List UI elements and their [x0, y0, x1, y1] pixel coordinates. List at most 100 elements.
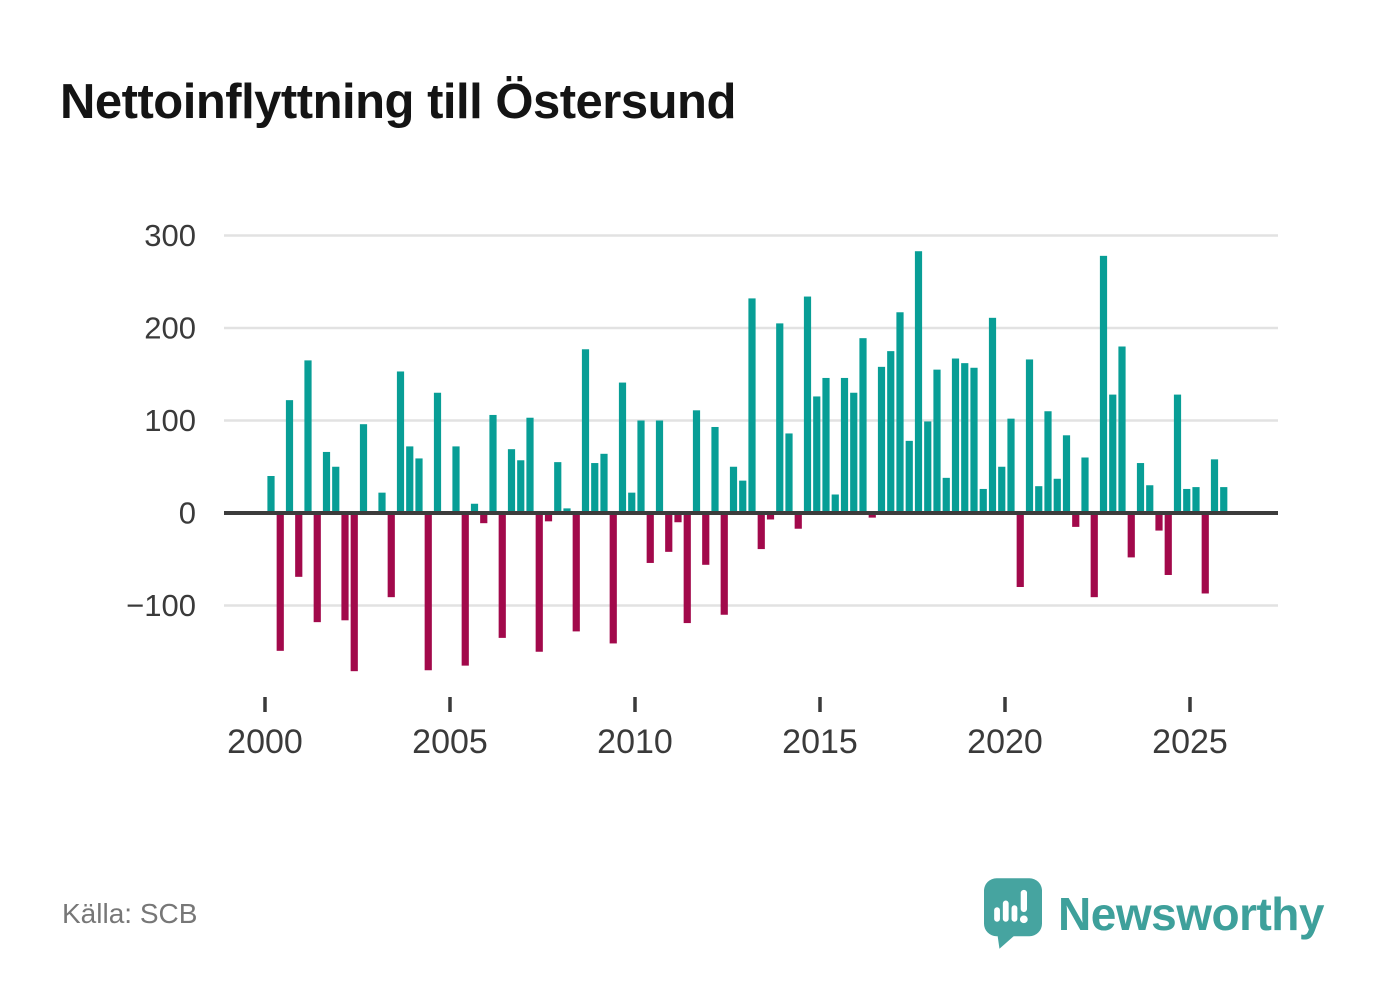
bar-2017Q1 [896, 312, 904, 513]
newsworthy-logo-text: Newsworthy [1058, 888, 1324, 940]
bar-2008Q1 [563, 508, 571, 514]
bar-2006Q4 [517, 460, 525, 513]
bar-2001Q3 [322, 451, 331, 513]
bar-2016Q4 [887, 351, 895, 514]
bar-2014Q1 [785, 433, 793, 513]
bar-2000Q3 [285, 400, 294, 513]
bar-2021Q3 [1062, 435, 1071, 513]
bar-2010Q4 [665, 513, 673, 552]
bar-2022Q2 [1090, 513, 1098, 598]
bar-2022Q3 [1099, 255, 1108, 513]
y-axis-label: 300 [144, 218, 196, 253]
bar-2017Q3 [914, 251, 923, 513]
bar-2006Q3 [507, 449, 516, 514]
bar-2017Q2 [905, 440, 913, 513]
bar-2023Q3 [1136, 463, 1145, 513]
bar-2022Q4 [1109, 394, 1117, 513]
bar-2015Q3 [840, 377, 849, 513]
bar-2013Q3 [766, 513, 775, 520]
bar-2013Q2 [757, 513, 765, 550]
bar-2019Q3 [988, 317, 997, 513]
bar-2009Q1 [600, 453, 608, 513]
y-axis-label: −100 [126, 588, 196, 623]
bar-2008Q3 [581, 349, 590, 513]
bar-2010Q3 [655, 420, 664, 513]
bar-2005Q4 [480, 513, 488, 524]
bar-2025Q4 [1220, 487, 1228, 513]
bar-2000Q4 [295, 513, 303, 577]
x-axis-label: 2025 [1152, 723, 1228, 761]
x-axis-label: 2005 [412, 723, 488, 761]
bar-2025Q2 [1201, 513, 1209, 594]
bar-2007Q4 [554, 462, 562, 514]
bar-2024Q2 [1164, 513, 1172, 575]
bar-2014Q4 [813, 396, 821, 513]
bar-2016Q3 [877, 366, 886, 513]
bar-2023Q2 [1127, 513, 1135, 558]
chart-footer: Källa: SCB Newsworthy [62, 876, 1324, 952]
bar-2023Q4 [1146, 485, 1154, 513]
bar-2021Q1 [1044, 411, 1052, 513]
bar-2002Q3 [359, 424, 368, 513]
source-label: Källa: SCB [62, 898, 198, 929]
bar-2013Q4 [776, 323, 784, 514]
bar-2021Q2 [1053, 478, 1061, 513]
chart-title: Nettoinflyttning till Östersund [60, 75, 736, 129]
bar-2001Q2 [313, 513, 321, 623]
bar-2016Q1 [859, 338, 867, 513]
bar-2019Q2 [979, 488, 987, 513]
bar-2018Q3 [951, 358, 960, 513]
bar-2024Q3 [1173, 394, 1182, 513]
y-axis-label: 200 [144, 311, 196, 346]
bar-2012Q3 [729, 466, 738, 513]
bar-2006Q1 [489, 414, 497, 513]
bar-2023Q1 [1118, 346, 1126, 513]
bar-2018Q2 [942, 477, 950, 513]
bar-2004Q1 [415, 458, 423, 514]
bar-2010Q2 [646, 513, 654, 563]
y-axis-label: 0 [179, 496, 196, 531]
bar-2000Q1 [267, 476, 275, 513]
bar-2007Q3 [544, 513, 553, 522]
bar-2014Q2 [794, 513, 802, 529]
bar-2011Q1 [674, 513, 682, 523]
bar-2011Q3 [692, 410, 701, 513]
x-axis-label: 2010 [597, 723, 673, 761]
bar-2001Q1 [304, 360, 312, 514]
newsworthy-logo: Newsworthy [984, 878, 1324, 950]
bar-2022Q1 [1081, 457, 1089, 513]
bar-2020Q2 [1016, 513, 1024, 587]
bar-2020Q3 [1025, 359, 1034, 513]
bar-2012Q1 [711, 426, 719, 514]
bar-2002Q1 [341, 513, 349, 621]
bar-2015Q4 [850, 392, 858, 513]
bar-2015Q1 [822, 377, 830, 513]
bar-2009Q4 [628, 492, 636, 513]
x-axis-label: 2000 [227, 723, 303, 761]
bar-2009Q3 [618, 382, 627, 513]
bar-2005Q1 [452, 446, 460, 513]
bar-2024Q4 [1183, 488, 1191, 513]
bar-2012Q2 [720, 513, 728, 615]
newsworthy-logo-icon [984, 878, 1043, 949]
bar-2005Q2 [461, 513, 469, 666]
bar-2025Q3 [1210, 459, 1219, 513]
bar-2014Q3 [803, 296, 812, 513]
bar-2011Q2 [683, 513, 691, 624]
x-axis-label: 2015 [782, 723, 858, 761]
bar-2008Q4 [591, 463, 599, 513]
bar-2013Q1 [748, 298, 756, 513]
bar-2008Q2 [572, 513, 580, 632]
bar-2017Q4 [924, 421, 932, 514]
bar-2006Q2 [498, 513, 506, 638]
bar-2003Q1 [378, 492, 386, 513]
bar-2019Q4 [998, 466, 1006, 513]
bar-2011Q4 [702, 513, 710, 565]
bar-2010Q1 [637, 420, 645, 513]
bar-2024Q1 [1155, 513, 1163, 531]
bar-2019Q1 [970, 367, 978, 513]
bar-2003Q4 [406, 446, 414, 513]
bar-2012Q4 [739, 480, 747, 514]
